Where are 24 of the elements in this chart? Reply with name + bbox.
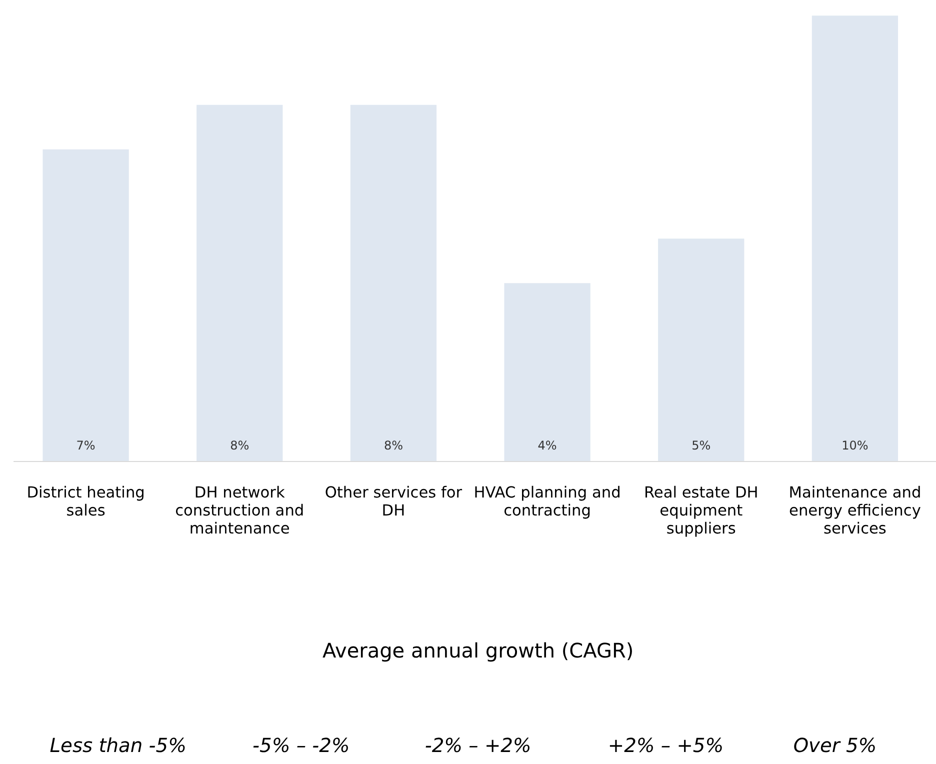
data-label: 8% [384,438,403,453]
x-tick-label: Real estate DH equipment suppliers [644,484,758,538]
text: Less than -5% [50,734,186,757]
text: -5% – -2% [252,734,350,757]
data-label: 4% [538,438,557,453]
text: +2% – +5% [608,734,724,757]
bar [42,149,129,462]
data-label: 5% [692,438,711,453]
x-tick-label: Maintenance and energy efficiency services [788,484,922,538]
x-tick-label: Other services for DH [324,484,463,520]
x-tick-label: HVAC planning and contracting [474,484,621,520]
data-label: 7% [76,438,96,453]
x-tick-label: DH network construction and maintenance [175,484,304,538]
text: Over 5% [793,734,877,757]
data-label: 8% [230,438,250,453]
data-label: 10% [842,438,868,453]
bar [350,104,437,462]
bar [196,104,283,462]
bar [812,16,898,462]
bar [658,238,744,462]
x-tick-label: District heating sales [26,484,145,520]
text: -2% – +2% [424,734,532,757]
text: Average annual growth (CAGR) [322,638,634,662]
bar [504,283,590,462]
